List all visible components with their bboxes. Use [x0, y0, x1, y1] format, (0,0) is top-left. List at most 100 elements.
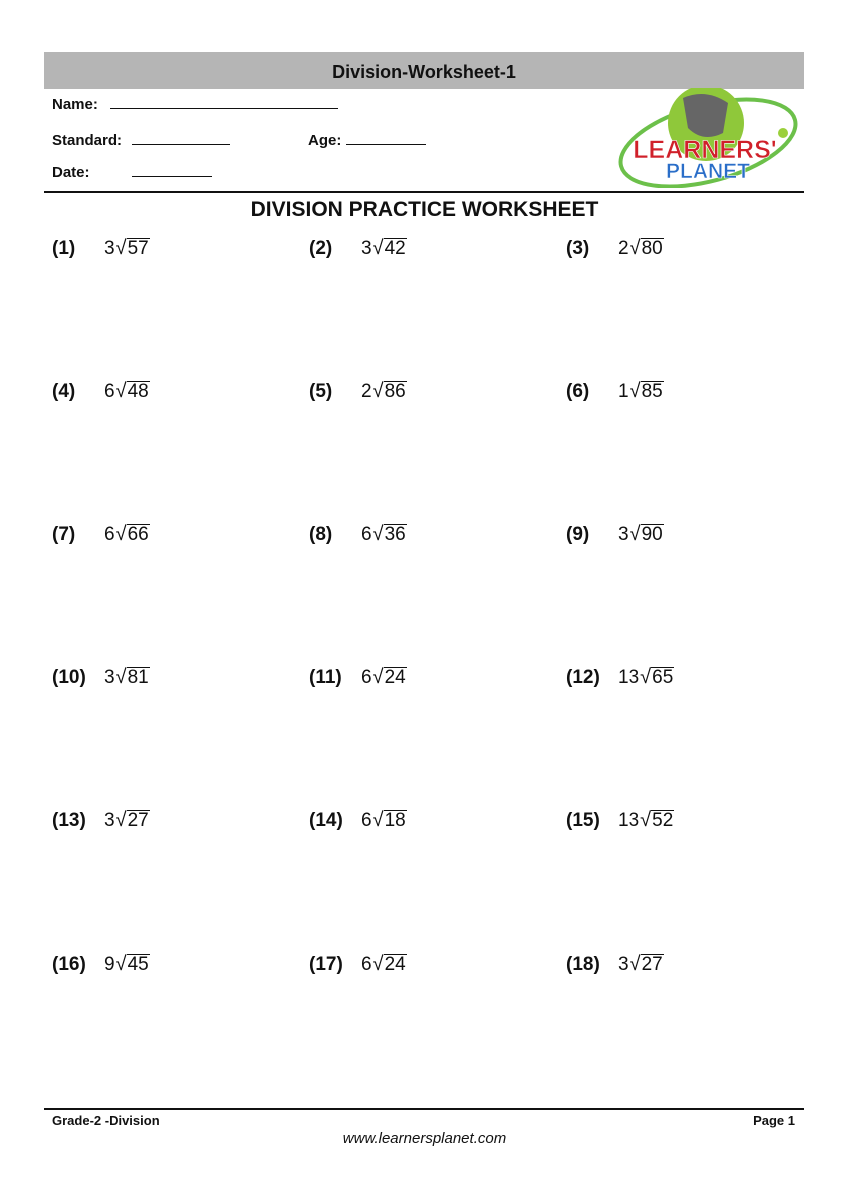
problem-1: (1) 3 √ 57: [52, 237, 150, 260]
long-division-bracket-icon: √: [629, 953, 641, 975]
worksheet-title: DIVISION PRACTICE WORKSHEET: [250, 198, 599, 221]
footer-grade: Grade-2 -Division: [52, 1113, 160, 1128]
worksheet-header-title: Division-Worksheet-1: [44, 52, 804, 89]
name-blank: [110, 94, 339, 109]
header-divider: [44, 191, 804, 193]
footer-divider: [44, 1108, 804, 1110]
problem-number: (10): [52, 667, 86, 688]
problem-number: (15): [566, 810, 600, 831]
divisor: 6: [361, 524, 372, 545]
problem-6: (6) 1 √ 85: [566, 380, 664, 403]
age-field: Age:: [308, 130, 426, 149]
problem-number: (5): [309, 381, 333, 402]
problem-15: (15) 13 √ 52: [566, 809, 675, 832]
dividend: 90: [640, 524, 664, 545]
problem-5: (5) 2 √ 86: [309, 380, 407, 403]
long-division-bracket-icon: √: [115, 380, 127, 402]
problem-18: (18) 3 √ 27: [566, 953, 664, 976]
dividend: 57: [126, 238, 150, 259]
problem-9: (9) 3 √ 90: [566, 523, 664, 546]
footer-url[interactable]: www.learnersplanet.com: [342, 1130, 507, 1147]
problem-7: (7) 6 √ 66: [52, 523, 150, 546]
age-label: Age:: [308, 132, 342, 149]
dividend: 24: [383, 667, 407, 688]
dividend: 80: [640, 238, 664, 259]
dividend: 86: [383, 381, 407, 402]
standard-blank: [132, 130, 231, 145]
dividend: 45: [126, 954, 150, 975]
divisor: 3: [361, 238, 372, 259]
divisor: 9: [104, 954, 115, 975]
problem-11: (11) 6 √ 24: [309, 666, 407, 689]
dividend: 27: [640, 954, 664, 975]
long-division-bracket-icon: √: [640, 666, 652, 688]
problem-2: (2) 3 √ 42: [309, 237, 407, 260]
problem-number: (12): [566, 667, 600, 688]
age-blank: [345, 130, 426, 145]
problem-14: (14) 6 √ 18: [309, 809, 407, 832]
problem-number: (14): [309, 810, 343, 831]
long-division-bracket-icon: √: [372, 809, 384, 831]
long-division-bracket-icon: √: [629, 523, 641, 545]
problem-number: (17): [309, 954, 343, 975]
problem-13: (13) 3 √ 27: [52, 809, 150, 832]
long-division-bracket-icon: √: [640, 809, 652, 831]
problem-17: (17) 6 √ 24: [309, 953, 407, 976]
divisor: 3: [618, 524, 629, 545]
date-field: Date:: [52, 162, 212, 181]
dividend: 48: [126, 381, 150, 402]
svg-text:PLANET: PLANET: [666, 160, 750, 183]
dividend: 42: [383, 238, 407, 259]
problem-16: (16) 9 √ 45: [52, 953, 150, 976]
problem-number: (2): [309, 238, 333, 259]
divisor: 3: [104, 238, 115, 259]
divisor: 6: [361, 810, 372, 831]
problem-number: (13): [52, 810, 86, 831]
divisor: 3: [104, 667, 115, 688]
divisor: 6: [361, 954, 372, 975]
date-blank: [131, 162, 212, 177]
divisor: 6: [104, 381, 115, 402]
long-division-bracket-icon: √: [115, 666, 127, 688]
long-division-bracket-icon: √: [372, 953, 384, 975]
dividend: 85: [640, 381, 664, 402]
dividend: 65: [651, 667, 675, 688]
dividend: 52: [651, 810, 675, 831]
date-label: Date:: [52, 164, 90, 181]
problem-number: (4): [52, 381, 76, 402]
problem-number: (6): [566, 381, 590, 402]
long-division-bracket-icon: √: [115, 809, 127, 831]
name-label: Name:: [52, 96, 98, 113]
long-division-bracket-icon: √: [115, 953, 127, 975]
dividend: 66: [126, 524, 150, 545]
dividend: 36: [383, 524, 407, 545]
standard-field: Standard:: [52, 130, 231, 149]
long-division-bracket-icon: √: [629, 237, 641, 259]
problem-number: (9): [566, 524, 590, 545]
problem-4: (4) 6 √ 48: [52, 380, 150, 403]
divisor: 6: [104, 524, 115, 545]
divisor: 3: [104, 810, 115, 831]
problem-number: (7): [52, 524, 76, 545]
long-division-bracket-icon: √: [372, 523, 384, 545]
long-division-bracket-icon: √: [372, 666, 384, 688]
long-division-bracket-icon: √: [372, 380, 384, 402]
dividend: 24: [383, 954, 407, 975]
problem-10: (10) 3 √ 81: [52, 666, 150, 689]
divisor: 3: [618, 954, 629, 975]
divisor: 2: [361, 381, 372, 402]
problem-number: (8): [309, 524, 333, 545]
divisor: 6: [361, 667, 372, 688]
dividend: 27: [126, 810, 150, 831]
problem-3: (3) 2 √ 80: [566, 237, 664, 260]
dividend: 81: [126, 667, 150, 688]
long-division-bracket-icon: √: [629, 380, 641, 402]
problem-number: (1): [52, 238, 76, 259]
problem-number: (3): [566, 238, 590, 259]
long-division-bracket-icon: √: [115, 523, 127, 545]
long-division-bracket-icon: √: [115, 237, 127, 259]
divisor: 2: [618, 238, 629, 259]
problem-number: (11): [309, 667, 342, 688]
divisor: 13: [618, 810, 640, 831]
divisor: 13: [618, 667, 640, 688]
